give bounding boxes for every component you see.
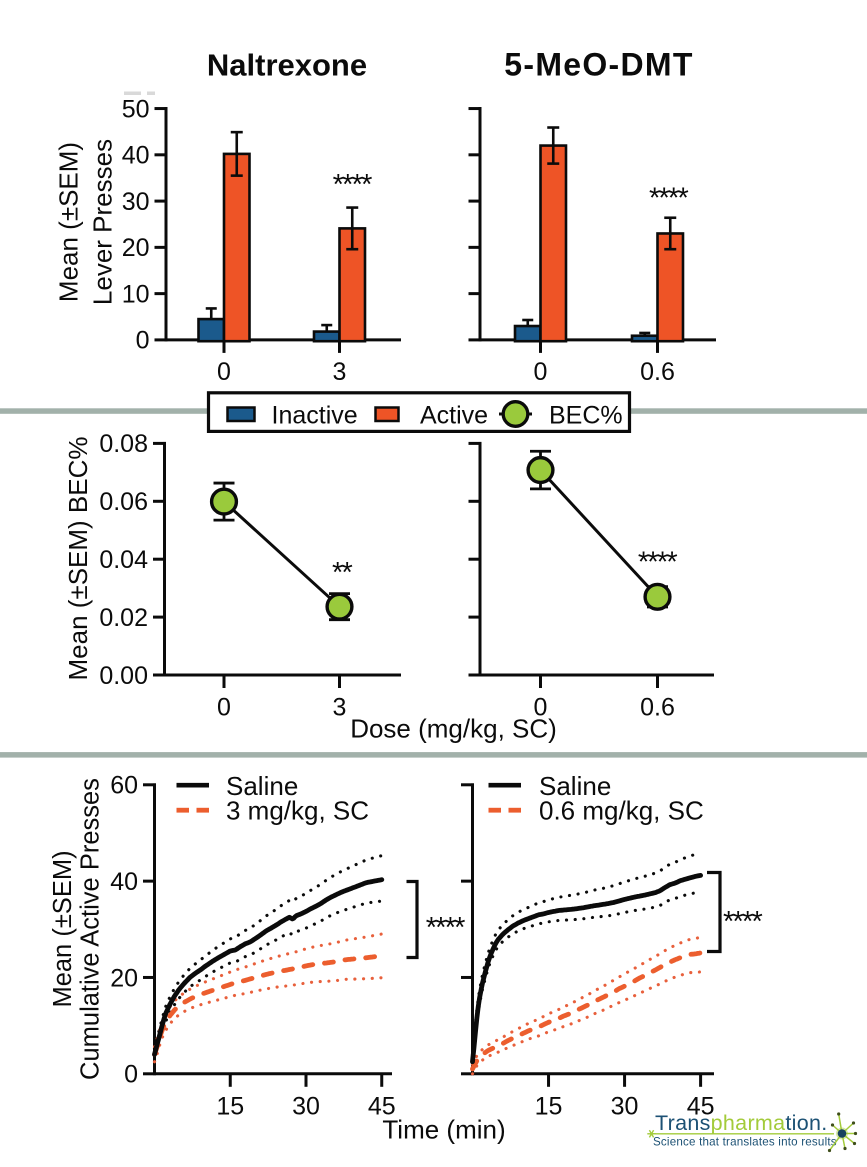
svg-text:0.00: 0.00 [99, 662, 148, 690]
svg-text:****: **** [333, 169, 372, 201]
svg-text:Saline: Saline [226, 771, 298, 801]
svg-text:15: 15 [216, 1093, 244, 1121]
svg-text:40: 40 [122, 142, 150, 170]
svg-text:50: 50 [122, 95, 150, 123]
svg-text:Cumulative Active Presses: Cumulative Active Presses [77, 778, 105, 1080]
svg-text:BEC%: BEC% [549, 402, 623, 430]
svg-text:45: 45 [368, 1093, 396, 1121]
svg-text:Mean (±SEM): Mean (±SEM) [49, 850, 77, 1007]
svg-text:****: **** [649, 182, 688, 214]
svg-text:15: 15 [535, 1093, 563, 1121]
svg-text:0: 0 [534, 358, 548, 386]
svg-text:60: 60 [110, 772, 138, 800]
svg-text:****: **** [723, 906, 762, 938]
svg-text:****: **** [638, 546, 677, 578]
svg-text:**: ** [332, 557, 352, 589]
svg-text:Dose (mg/kg, SC): Dose (mg/kg, SC) [350, 714, 557, 744]
svg-text:0: 0 [124, 1061, 138, 1089]
svg-text:Science that translates into r: Science that translates into results [653, 1136, 837, 1149]
svg-text:Mean (±SEM): Mean (±SEM) [54, 142, 84, 302]
svg-text:0: 0 [136, 327, 150, 355]
svg-text:Active: Active [420, 402, 488, 430]
svg-text:Mean (±SEM) BEC%: Mean (±SEM) BEC% [63, 437, 93, 681]
svg-text:30: 30 [292, 1093, 320, 1121]
svg-text:0.04: 0.04 [99, 546, 148, 574]
svg-text:45: 45 [687, 1093, 715, 1121]
svg-text:0.6: 0.6 [640, 693, 675, 721]
svg-text:0.6: 0.6 [640, 358, 675, 386]
svg-text:Transpharmation.: Transpharmation. [655, 1111, 828, 1135]
svg-text:Time (min): Time (min) [382, 1115, 505, 1145]
svg-text:0: 0 [217, 693, 231, 721]
svg-text:Saline: Saline [539, 771, 611, 801]
svg-text:20: 20 [122, 234, 150, 262]
svg-text:0: 0 [217, 358, 231, 386]
svg-text:0: 0 [534, 693, 548, 721]
svg-text:0.08: 0.08 [99, 430, 148, 458]
svg-text:0.6 mg/kg, SC: 0.6 mg/kg, SC [539, 796, 704, 826]
svg-text:5-MeO-DMT: 5-MeO-DMT [504, 47, 693, 83]
svg-text:Lever Presses: Lever Presses [88, 139, 118, 305]
svg-text:20: 20 [110, 964, 138, 992]
svg-text:0.02: 0.02 [99, 604, 148, 632]
svg-text:3 mg/kg, SC: 3 mg/kg, SC [226, 796, 369, 826]
svg-text:30: 30 [122, 188, 150, 216]
svg-text:10: 10 [122, 280, 150, 308]
svg-text:30: 30 [611, 1093, 639, 1121]
svg-text:3: 3 [333, 358, 347, 386]
svg-text:40: 40 [110, 868, 138, 896]
svg-text:****: **** [426, 912, 465, 944]
svg-text:Naltrexone: Naltrexone [207, 48, 367, 83]
svg-text:3: 3 [333, 693, 347, 721]
svg-text:Inactive: Inactive [272, 402, 358, 430]
svg-text:0.06: 0.06 [99, 488, 148, 516]
